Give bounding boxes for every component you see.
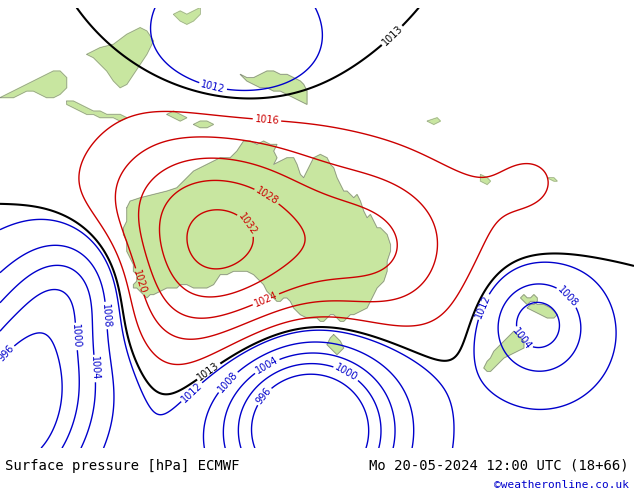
Text: 1004: 1004 [89,356,101,381]
Text: 1012: 1012 [179,380,204,404]
Polygon shape [521,294,557,318]
Text: 996: 996 [254,386,273,407]
Polygon shape [484,331,524,371]
Polygon shape [427,118,441,124]
Polygon shape [167,111,187,121]
Text: 1016: 1016 [254,114,280,126]
Text: 1004: 1004 [510,326,533,352]
Polygon shape [193,121,214,128]
Text: 1020: 1020 [131,269,148,295]
Text: 1028: 1028 [254,185,280,207]
Polygon shape [87,27,153,88]
Polygon shape [547,178,557,181]
Text: 1024: 1024 [252,290,279,309]
Text: 1008: 1008 [216,369,240,394]
Text: 1008: 1008 [556,284,580,309]
Text: 1032: 1032 [236,211,259,237]
Text: 1000: 1000 [70,324,82,349]
Text: 1013: 1013 [380,24,404,48]
Polygon shape [174,8,200,24]
Polygon shape [327,335,344,355]
Text: Mo 20-05-2024 12:00 UTC (18+66): Mo 20-05-2024 12:00 UTC (18+66) [369,459,629,473]
Text: 1008: 1008 [100,303,112,328]
Text: 1012: 1012 [474,294,492,320]
Polygon shape [124,141,391,321]
Text: 1004: 1004 [254,355,280,376]
Text: ©weatheronline.co.uk: ©weatheronline.co.uk [494,480,629,490]
Polygon shape [67,101,127,121]
Polygon shape [240,71,307,104]
Text: 1000: 1000 [333,362,359,383]
Text: 996: 996 [0,343,16,364]
Polygon shape [0,71,67,98]
Text: 1013: 1013 [196,360,221,383]
Text: Surface pressure [hPa] ECMWF: Surface pressure [hPa] ECMWF [5,459,240,473]
Polygon shape [481,174,491,184]
Text: 1012: 1012 [200,79,226,95]
